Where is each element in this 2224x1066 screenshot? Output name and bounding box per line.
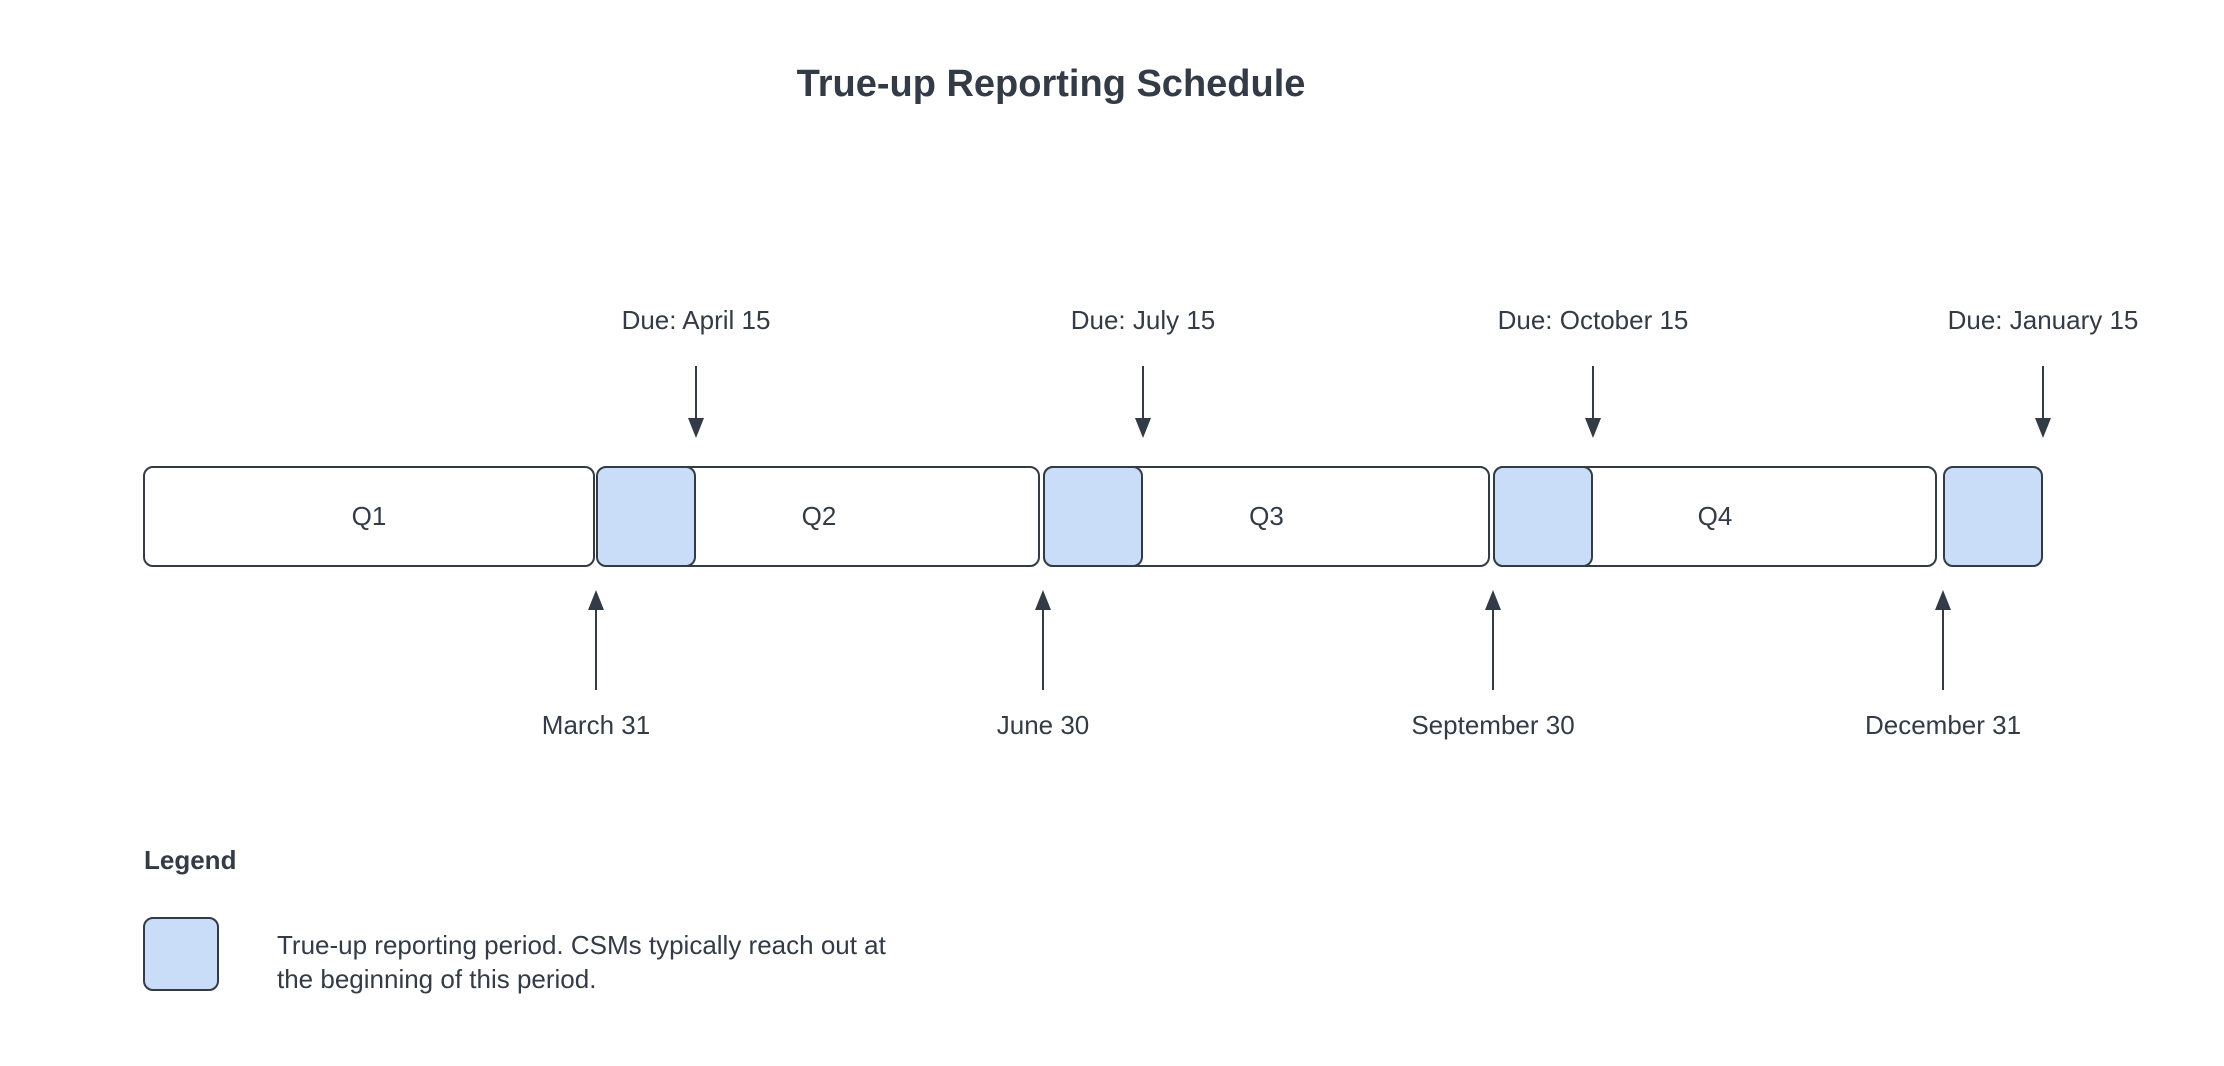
legend-trueup-swatch bbox=[143, 917, 219, 991]
arrow-line bbox=[1492, 610, 1494, 690]
arrow-line bbox=[2042, 366, 2044, 418]
arrow-line bbox=[1942, 610, 1944, 690]
arrow-down-icon bbox=[2035, 418, 2051, 438]
arrow-down-icon bbox=[1135, 418, 1151, 438]
arrow-line bbox=[695, 366, 697, 418]
arrow-line bbox=[1042, 610, 1044, 690]
quarter-box-q1: Q1 bbox=[143, 466, 595, 567]
quarter-label: Q1 bbox=[351, 501, 387, 531]
due-label-q4: Due: January 15 bbox=[1947, 305, 2139, 335]
trueup-period-box-q3 bbox=[1493, 466, 1593, 567]
page-title: True-up Reporting Schedule bbox=[796, 63, 1306, 105]
trueup-period-box-q4 bbox=[1943, 466, 2043, 567]
arrow-line bbox=[1142, 366, 1144, 418]
arrow-line bbox=[1592, 366, 1594, 418]
arrow-line bbox=[595, 610, 597, 690]
period-end-label-q2: June 30 bbox=[996, 710, 1090, 740]
period-end-label-q1: March 31 bbox=[541, 710, 651, 740]
arrow-down-icon bbox=[688, 418, 704, 438]
quarter-label: Q4 bbox=[1697, 501, 1733, 531]
period-end-label-q4: December 31 bbox=[1864, 710, 2022, 740]
period-end-label-q3: September 30 bbox=[1411, 710, 1575, 740]
quarter-label: Q3 bbox=[1249, 501, 1284, 531]
legend-description-line-1: True-up reporting period. CSMs typically… bbox=[277, 930, 886, 960]
arrow-up-icon bbox=[588, 590, 604, 610]
legend-description: True-up reporting period. CSMs typically… bbox=[277, 928, 886, 996]
arrow-down-icon bbox=[1585, 418, 1601, 438]
trueup-period-box-q2 bbox=[1043, 466, 1143, 567]
legend-description-line-2: the beginning of this period. bbox=[277, 964, 597, 994]
trueup-period-box-q1 bbox=[596, 466, 696, 567]
arrow-up-icon bbox=[1935, 590, 1951, 610]
legend-heading: Legend bbox=[144, 845, 237, 875]
due-label-q2: Due: July 15 bbox=[1070, 305, 1216, 335]
arrow-up-icon bbox=[1485, 590, 1501, 610]
arrow-up-icon bbox=[1035, 590, 1051, 610]
due-label-q1: Due: April 15 bbox=[621, 305, 771, 335]
due-label-q3: Due: October 15 bbox=[1497, 305, 1689, 335]
quarter-label: Q2 bbox=[801, 501, 837, 531]
